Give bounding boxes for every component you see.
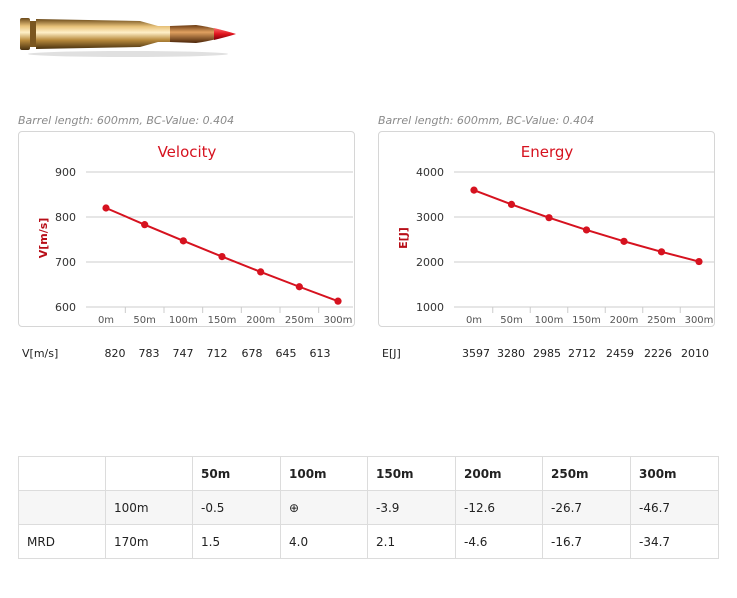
y-tick-label: 2000 <box>416 256 444 269</box>
table-row: MRD 170m 1.5 4.0 2.1 -4.6 -16.7 -34.7 <box>18 524 719 559</box>
velocity-values-row: V[m/s] 820 783 747 712 678 645 613 <box>22 347 352 363</box>
velocity-chart-svg: Velocity V[m/s] 900 800 700 600 0m 50m 100m 150… <box>37 143 353 326</box>
table-header-cell: 250m <box>542 456 631 491</box>
x-tick-label: 50m <box>133 315 155 326</box>
table-cell: 2.1 <box>367 524 456 559</box>
velocity-value: 678 <box>241 347 263 360</box>
velocity-y-axis-label: V[m/s] <box>37 218 50 259</box>
energy-values-row: E[J] 3597 3280 2985 2712 2459 2226 2010 <box>382 347 717 363</box>
x-tick-label: 250m <box>647 315 676 326</box>
x-tick-label: 100m <box>535 315 564 326</box>
table-cell: 170m <box>105 524 193 559</box>
x-tick-label: 50m <box>500 315 522 326</box>
trajectory-table: 50m 100m 150m 200m 250m 300m 100m -0.5 ⊕… <box>18 456 719 559</box>
data-point <box>334 297 342 305</box>
table-cell: -46.7 <box>630 490 719 525</box>
table-cell: MRD <box>18 524 106 559</box>
velocity-value: 820 <box>104 347 126 360</box>
table-cell: -16.7 <box>542 524 631 559</box>
y-tick-label: 800 <box>55 211 76 224</box>
energy-value: 2459 <box>606 347 634 360</box>
x-tick-label: 250m <box>285 315 314 326</box>
x-tick-label: 150m <box>208 315 237 326</box>
y-tick-label: 900 <box>55 166 76 179</box>
x-tick-label: 0m <box>466 315 482 326</box>
velocity-value: 613 <box>309 347 331 360</box>
data-point <box>582 226 591 234</box>
table-row: 100m -0.5 ⊕ -3.9 -12.6 -26.7 -46.7 <box>18 490 719 525</box>
energy-chart: Energy E[J] 4000 3000 2000 1000 0m 50m 100m 150… <box>378 131 715 327</box>
table-cell: -3.9 <box>367 490 456 525</box>
velocity-value: 712 <box>206 347 228 360</box>
y-tick-label: 1000 <box>416 301 444 314</box>
table-header-cell <box>105 456 193 491</box>
table-header-row: 50m 100m 150m 200m 250m 300m <box>18 456 719 491</box>
data-point <box>295 283 303 291</box>
data-point <box>620 237 628 245</box>
table-cell: 4.0 <box>280 524 368 559</box>
energy-value: 2985 <box>533 347 561 360</box>
y-tick-label: 600 <box>55 301 76 314</box>
velocity-chart-title: Velocity <box>158 143 217 161</box>
data-point <box>179 237 187 245</box>
velocity-values-label: V[m/s] <box>22 347 59 360</box>
table-cell: 100m <box>105 490 193 525</box>
velocity-chart: Velocity V[m/s] 900 800 700 600 0m 50m 100m 150… <box>18 131 355 327</box>
table-cell <box>18 490 106 525</box>
x-tick-label: 0m <box>98 315 114 326</box>
energy-values-label: E[J] <box>382 347 401 360</box>
energy-value: 2712 <box>568 347 596 360</box>
table-cell: -4.6 <box>455 524 543 559</box>
data-point <box>102 204 110 212</box>
x-tick-label: 150m <box>572 315 601 326</box>
energy-value: 2226 <box>644 347 672 360</box>
energy-chart-svg: Energy E[J] 4000 3000 2000 1000 0m 50m 100m 150… <box>397 143 714 326</box>
data-point <box>507 200 516 208</box>
table-cell: -12.6 <box>455 490 543 525</box>
data-point <box>545 214 553 222</box>
table-cell: 1.5 <box>192 524 281 559</box>
x-tick-label: 200m <box>610 315 639 326</box>
energy-caption: Barrel length: 600mm, BC-Value: 0.404 <box>378 114 595 127</box>
table-cell: -26.7 <box>542 490 631 525</box>
y-tick-label: 700 <box>55 256 76 269</box>
table-cell: -0.5 <box>192 490 281 525</box>
cartridge-image <box>20 18 236 57</box>
velocity-value: 645 <box>275 347 297 360</box>
energy-value: 3597 <box>462 347 490 360</box>
x-tick-label: 300m <box>324 315 353 326</box>
x-tick-label: 200m <box>246 315 275 326</box>
data-point <box>257 268 265 276</box>
table-header-cell: 150m <box>367 456 456 491</box>
energy-chart-title: Energy <box>521 143 574 161</box>
data-point <box>470 186 478 194</box>
energy-value: 2010 <box>681 347 709 360</box>
table-header-cell: 200m <box>455 456 543 491</box>
energy-value: 3280 <box>497 347 525 360</box>
y-tick-label: 3000 <box>416 211 444 224</box>
table-cell: ⊕ <box>280 490 368 525</box>
y-tick-label: 4000 <box>416 166 444 179</box>
data-point <box>218 253 226 261</box>
table-header-cell: 100m <box>280 456 368 491</box>
table-cell: -34.7 <box>630 524 719 559</box>
energy-y-axis-label: E[J] <box>397 227 410 249</box>
data-point <box>695 257 703 266</box>
table-header-cell <box>18 456 106 491</box>
table-header-cell: 50m <box>192 456 281 491</box>
velocity-value: 747 <box>172 347 194 360</box>
data-point <box>141 221 149 229</box>
x-tick-label: 300m <box>685 315 714 326</box>
table-header-cell: 300m <box>630 456 719 491</box>
velocity-value: 783 <box>138 347 160 360</box>
series-line <box>473 189 700 263</box>
data-point <box>657 248 666 256</box>
velocity-caption: Barrel length: 600mm, BC-Value: 0.404 <box>18 114 235 127</box>
x-tick-label: 100m <box>169 315 198 326</box>
